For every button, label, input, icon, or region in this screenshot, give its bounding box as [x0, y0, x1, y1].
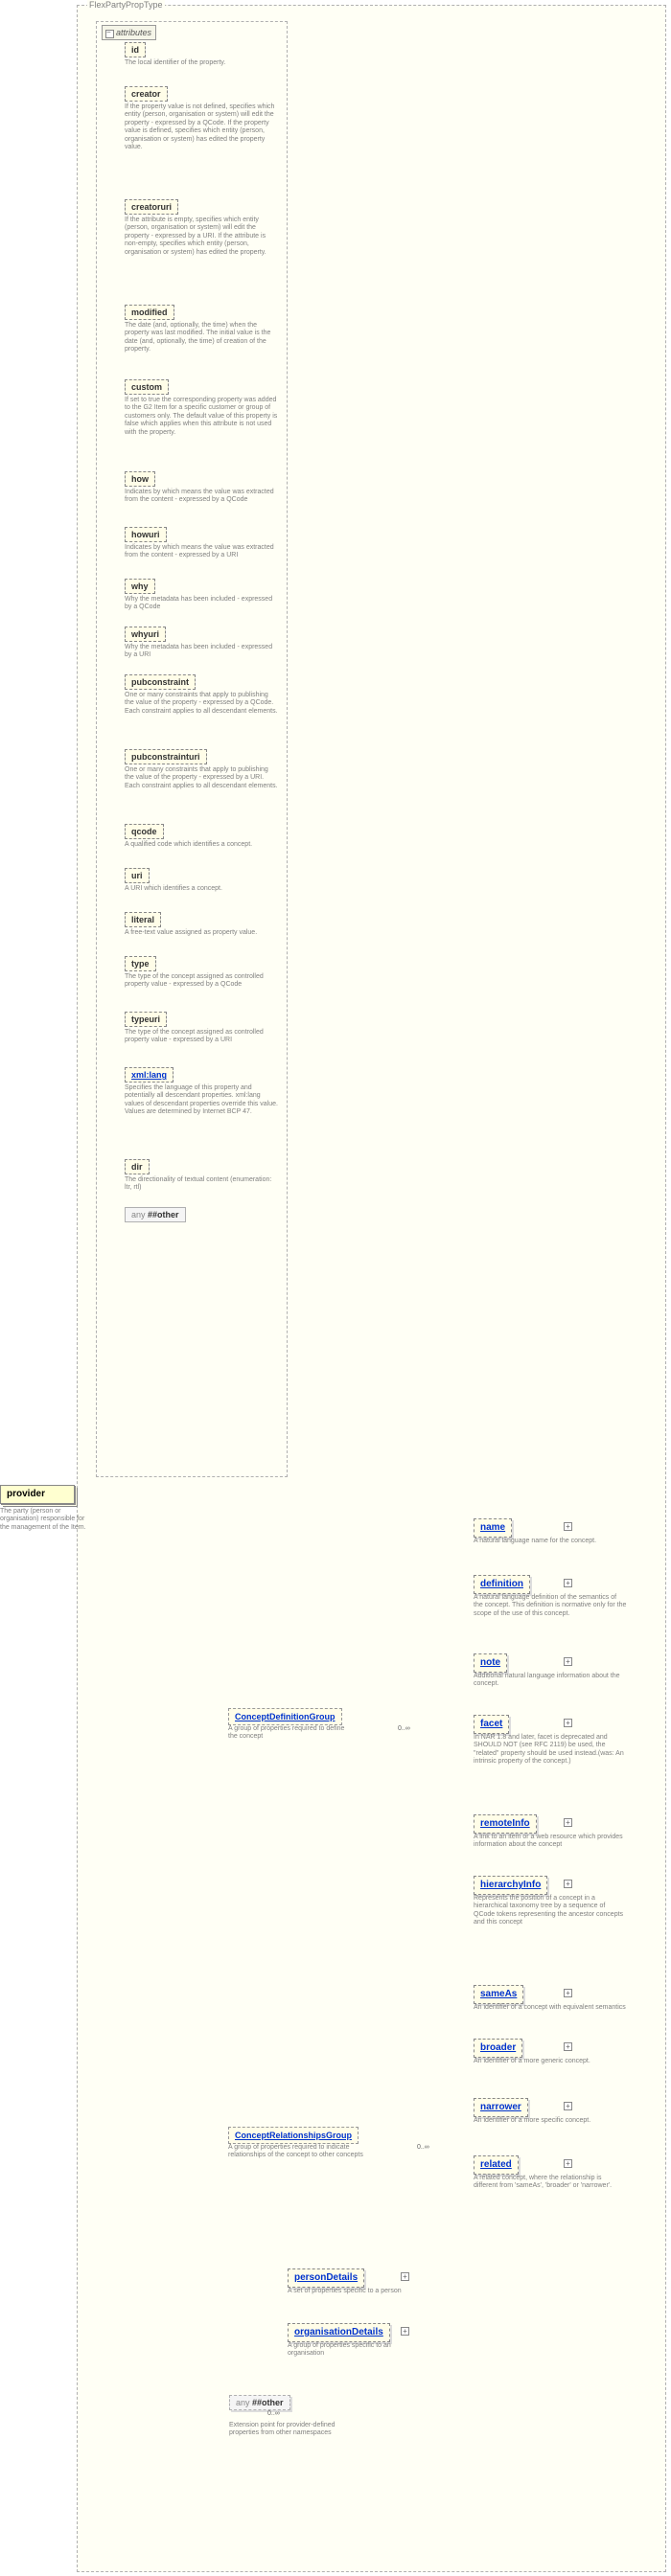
child-desc: In NAR 1.8 and later, facet is deprecate… — [474, 1732, 627, 1767]
attr-desc: If the attribute is empty, specifies whi… — [125, 215, 278, 257]
attr-desc: Specifies the language of this property … — [125, 1083, 278, 1117]
expand-icon[interactable]: + — [564, 1522, 572, 1531]
attributes-header[interactable]: attributes — [102, 25, 156, 40]
attr-typeuri[interactable]: typeuri — [125, 1012, 167, 1027]
expand-icon[interactable]: + — [564, 2042, 572, 2051]
child-related[interactable]: related — [474, 2155, 519, 2175]
attr-desc: If set to true the corresponding propert… — [125, 395, 278, 437]
attr-desc: Indicates by which means the value was e… — [125, 542, 278, 560]
attr-literal[interactable]: literal — [125, 912, 161, 927]
attr-custom[interactable]: custom — [125, 379, 169, 395]
root-element[interactable]: provider — [0, 1485, 75, 1504]
attr-desc: Why the metadata has been included - exp… — [125, 594, 278, 612]
child-desc: A related concept, where the relationshi… — [474, 2173, 627, 2191]
child-organisationDetails[interactable]: organisationDetails — [288, 2323, 390, 2342]
attr-desc: The local identifier of the property. — [125, 57, 278, 67]
attr-desc: The type of the concept assigned as cont… — [125, 1027, 278, 1045]
attr-how[interactable]: how — [125, 471, 155, 487]
child-facet[interactable]: facet — [474, 1715, 509, 1734]
child-desc: A natural language definition of the sem… — [474, 1592, 627, 1618]
child-sameAs[interactable]: sameAs — [474, 1985, 523, 2004]
expand-icon[interactable]: + — [564, 1880, 572, 1888]
attr-desc: The date (and, optionally, the time) whe… — [125, 320, 278, 354]
expand-icon[interactable]: + — [564, 2102, 572, 2110]
attr-desc: A qualified code which identifies a conc… — [125, 839, 278, 849]
sequence-any[interactable]: any ##other — [229, 2395, 290, 2410]
expand-icon[interactable]: + — [564, 1579, 572, 1587]
attr-pubconstrainturi[interactable]: pubconstrainturi — [125, 749, 207, 764]
attr-id[interactable]: id — [125, 42, 146, 57]
attr-type[interactable]: type — [125, 956, 156, 971]
child-hierarchyInfo[interactable]: hierarchyInfo — [474, 1876, 547, 1895]
child-desc: A set of properties specific to a person — [288, 2286, 422, 2295]
attr-modified[interactable]: modified — [125, 305, 174, 320]
child-desc: An identifier of a more specific concept… — [474, 2115, 627, 2125]
attr-desc: If the property value is not defined, sp… — [125, 102, 278, 151]
attr-desc: Why the metadata has been included - exp… — [125, 642, 278, 660]
expand-icon[interactable]: + — [564, 1657, 572, 1666]
attr-pubconstraint[interactable]: pubconstraint — [125, 674, 196, 690]
child-desc: An identifier of a concept with equivale… — [474, 2002, 627, 2012]
child-desc: A natural language name for the concept. — [474, 1536, 627, 1545]
attr-any[interactable]: any ##other — [125, 1207, 186, 1222]
attr-desc: The type of the concept assigned as cont… — [125, 971, 278, 990]
child-desc: A group of properties specific to an org… — [288, 2340, 422, 2359]
attr-creator[interactable]: creator — [125, 86, 168, 102]
root-desc: The party (person or organisation) respo… — [0, 1506, 86, 1532]
attr-whyuri[interactable]: whyuri — [125, 627, 166, 642]
group-desc: A group of properties required to indica… — [228, 2142, 372, 2160]
attr-desc: The directionality of textual content (e… — [125, 1174, 278, 1193]
child-name[interactable]: name — [474, 1518, 512, 1538]
attr-desc: A free-text value assigned as property v… — [125, 927, 278, 937]
attr-howuri[interactable]: howuri — [125, 527, 167, 542]
expand-icon[interactable]: + — [564, 1989, 572, 1997]
cardinality: 0..∞ — [417, 2144, 429, 2151]
child-note[interactable]: note — [474, 1653, 507, 1673]
child-personDetails[interactable]: personDetails — [288, 2268, 364, 2288]
cardinality: 0..∞ — [267, 2410, 280, 2417]
attr-uri[interactable]: uri — [125, 868, 150, 883]
expand-icon[interactable]: + — [564, 1719, 572, 1727]
type-label: FlexPartyPropType — [87, 0, 165, 10]
expand-icon[interactable]: + — [401, 2272, 409, 2281]
child-desc: A link to an item or a web resource whic… — [474, 1832, 627, 1850]
any-desc: Extension point for provider-defined pro… — [229, 2420, 363, 2438]
child-desc: An identifier of a more generic concept. — [474, 2056, 627, 2065]
attr-why[interactable]: why — [125, 579, 155, 594]
attr-dir[interactable]: dir — [125, 1159, 150, 1174]
attr-qcode[interactable]: qcode — [125, 824, 164, 839]
attr-desc: One or many constraints that apply to pu… — [125, 690, 278, 716]
attr-desc: Indicates by which means the value was e… — [125, 487, 278, 505]
attr-desc: One or many constraints that apply to pu… — [125, 764, 278, 790]
expand-icon[interactable]: + — [401, 2327, 409, 2336]
attr-creatoruri[interactable]: creatoruri — [125, 199, 178, 215]
cardinality: 0..∞ — [398, 1725, 410, 1732]
expand-icon[interactable]: + — [564, 2159, 572, 2168]
child-definition[interactable]: definition — [474, 1575, 530, 1594]
attr-desc: A URI which identifies a concept. — [125, 883, 278, 893]
child-desc: Additional natural language information … — [474, 1671, 627, 1689]
child-remoteInfo[interactable]: remoteInfo — [474, 1814, 537, 1834]
child-desc: Represents the position of a concept in … — [474, 1893, 627, 1927]
expand-icon[interactable]: + — [564, 1818, 572, 1827]
attr-xml-lang[interactable]: xml:lang — [125, 1067, 174, 1083]
child-broader[interactable]: broader — [474, 2039, 522, 2058]
child-narrower[interactable]: narrower — [474, 2098, 528, 2117]
group-desc: A group of properties required to define… — [228, 1723, 353, 1742]
